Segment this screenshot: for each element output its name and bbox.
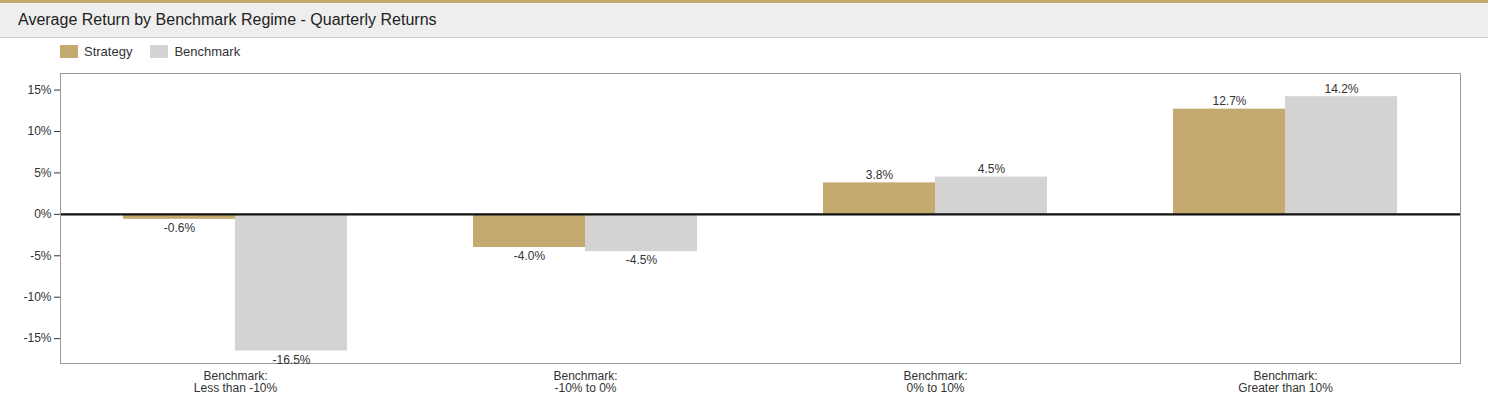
svg-text:Benchmark:Greater than 10%: Benchmark:Greater than 10% (1238, 369, 1333, 395)
svg-text:0%: 0% (34, 207, 52, 221)
svg-text:3.8%: 3.8% (866, 168, 894, 182)
html-text:Strategy: Strategy (84, 44, 133, 59)
svg-text:-16.5%: -16.5% (272, 353, 310, 367)
svg-text:-10%: -10% (23, 290, 51, 304)
svg-text:-0.6%: -0.6% (164, 221, 196, 235)
svg-text:-5%: -5% (30, 249, 52, 263)
svg-text:15%: 15% (27, 83, 51, 97)
svg-text:Benchmark:-10% to 0%: Benchmark:-10% to 0% (553, 369, 617, 395)
svg-text:4.5%: 4.5% (978, 162, 1006, 176)
svg-text:5%: 5% (34, 166, 52, 180)
svg-text:10%: 10% (27, 124, 51, 138)
svg-text:-4.5%: -4.5% (626, 253, 658, 267)
svg-text:-15%: -15% (23, 331, 51, 345)
svg-text:12.7%: 12.7% (1212, 94, 1246, 108)
html-text:Average Return by Benchmark Re: Average Return by Benchmark Regime - Qua… (18, 11, 437, 28)
svg-text:Benchmark:Less than -10%: Benchmark:Less than -10% (194, 369, 278, 395)
html-text:Benchmark: Benchmark (174, 44, 241, 59)
svg-text:Benchmark:0% to 10%: Benchmark:0% to 10% (903, 369, 967, 395)
svg-text:14.2%: 14.2% (1324, 82, 1358, 96)
svg-text:-4.0%: -4.0% (514, 249, 546, 263)
